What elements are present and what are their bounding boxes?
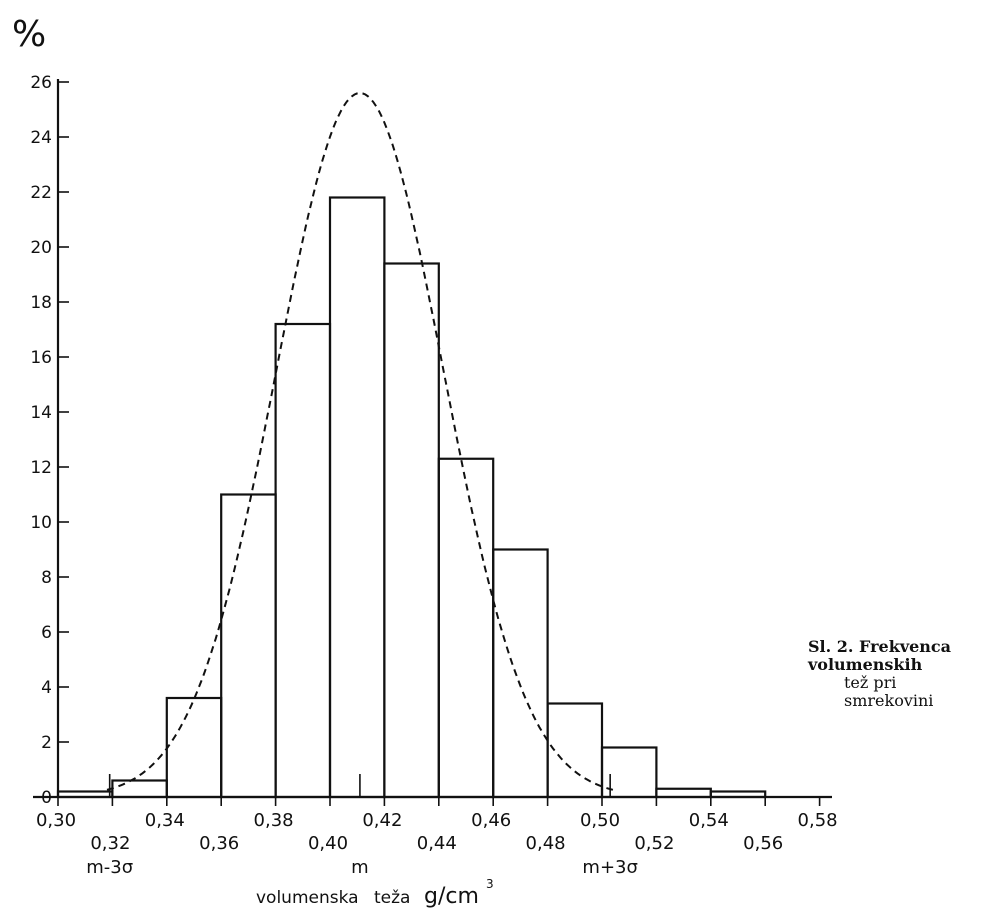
marker-label: m+3σ (582, 857, 637, 878)
y-tick-label: 18 (30, 293, 52, 313)
x-tick-label: 0,40 (308, 833, 348, 854)
y-tick-label: 22 (30, 183, 52, 203)
x-tick-label: 0,42 (362, 810, 402, 831)
x-tick-label: 0,44 (417, 833, 457, 854)
x-axis-unit-superscript: 3 (486, 877, 494, 891)
normal-curve-group (106, 91, 614, 791)
figure-caption: Sl. 2. Frekvenca volumenskih tež pri smr… (808, 638, 985, 710)
x-tick-label: 0,30 (36, 810, 76, 831)
x-tick-label: 0,50 (580, 810, 620, 831)
y-tick-label: 6 (41, 623, 52, 643)
normal-distribution-curve (106, 91, 614, 791)
x-tick-label: 0,52 (634, 833, 674, 854)
y-tick-label: 8 (41, 568, 52, 588)
histogram-bar (56, 790, 114, 799)
caption-line-2: tež pri smrekovini (844, 673, 934, 710)
y-tick-label: 14 (30, 403, 52, 423)
histogram-bar (220, 493, 277, 799)
x-tick-label: 0,34 (145, 810, 185, 831)
marker-label: m-3σ (86, 857, 133, 878)
histogram-bar (165, 696, 223, 799)
histogram-bar (655, 787, 712, 799)
histogram-bar (600, 746, 658, 799)
bars-group (56, 196, 767, 799)
y-tick-label: 10 (30, 513, 52, 533)
axes: 024681012141618202224260,300,320,340,360… (30, 73, 837, 854)
x-axis-title-group: volumenska teža g/cm 3 (256, 877, 494, 909)
x-tick-label: 0,32 (90, 833, 130, 854)
caption-line-1: Sl. 2. Frekvenca volumenskih (808, 637, 952, 674)
x-axis-unit: g/cm (424, 884, 479, 909)
y-tick-label: 26 (30, 73, 52, 93)
y-tick-label: 4 (41, 678, 52, 698)
x-tick-label: 0,46 (471, 810, 511, 831)
marker-label: m (351, 857, 369, 878)
histogram-bar (546, 702, 604, 799)
y-tick-label: 24 (30, 128, 52, 148)
histogram-bar (709, 790, 767, 799)
histogram-bar (383, 262, 440, 799)
x-tick-label: 0,56 (743, 833, 783, 854)
y-tick-label: 2 (41, 733, 52, 753)
x-tick-label: 0,36 (199, 833, 239, 854)
y-tick-label: 12 (30, 458, 52, 478)
y-unit-label: % (12, 14, 46, 55)
x-tick-label: 0,58 (798, 810, 838, 831)
y-tick-label: 16 (30, 348, 52, 368)
histogram-bar (437, 457, 495, 799)
x-tick-label: 0,54 (689, 810, 729, 831)
histogram-bar (328, 196, 386, 799)
x-tick-label: 0,48 (526, 833, 566, 854)
y-tick-label: 20 (30, 238, 52, 258)
markers-group: m-3σ m m+3σ (86, 774, 638, 878)
histogram-bar (492, 548, 549, 799)
x-tick-label: 0,38 (254, 810, 294, 831)
x-axis-title: volumenska teža (256, 888, 410, 908)
histogram-bar (274, 322, 332, 799)
histogram-bar (111, 779, 168, 799)
y-tick-label: 0 (41, 788, 52, 808)
